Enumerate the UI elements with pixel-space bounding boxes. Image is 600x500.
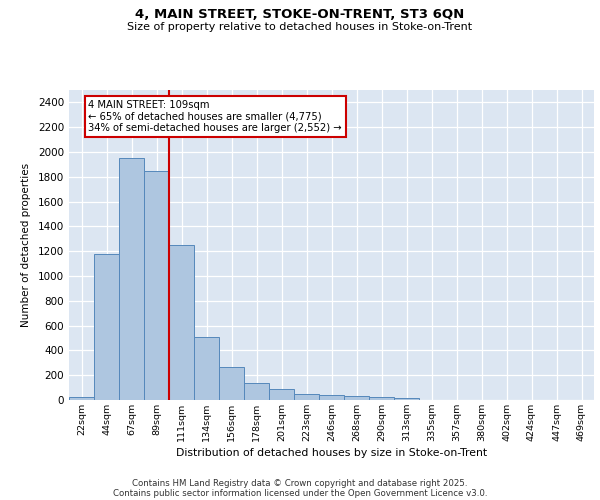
Bar [119,158,144,400]
Bar [169,245,194,400]
Y-axis label: Number of detached properties: Number of detached properties [21,163,31,327]
Bar [294,394,319,400]
X-axis label: Distribution of detached houses by size in Stoke-on-Trent: Distribution of detached houses by size … [176,448,487,458]
Bar [194,337,219,400]
Bar [269,390,294,400]
Text: 4, MAIN STREET, STOKE-ON-TRENT, ST3 6QN: 4, MAIN STREET, STOKE-ON-TRENT, ST3 6QN [136,8,464,20]
Bar [344,396,369,400]
Bar [144,170,169,400]
Bar [219,367,244,400]
Text: 4 MAIN STREET: 109sqm
← 65% of detached houses are smaller (4,775)
34% of semi-d: 4 MAIN STREET: 109sqm ← 65% of detached … [89,100,342,133]
Text: Size of property relative to detached houses in Stoke-on-Trent: Size of property relative to detached ho… [127,22,473,32]
Bar [69,397,94,400]
Bar [244,384,269,400]
Bar [369,396,394,400]
Text: Contains public sector information licensed under the Open Government Licence v3: Contains public sector information licen… [113,488,487,498]
Bar [319,396,344,400]
Bar [94,254,119,400]
Text: Contains HM Land Registry data © Crown copyright and database right 2025.: Contains HM Land Registry data © Crown c… [132,478,468,488]
Bar [394,398,419,400]
